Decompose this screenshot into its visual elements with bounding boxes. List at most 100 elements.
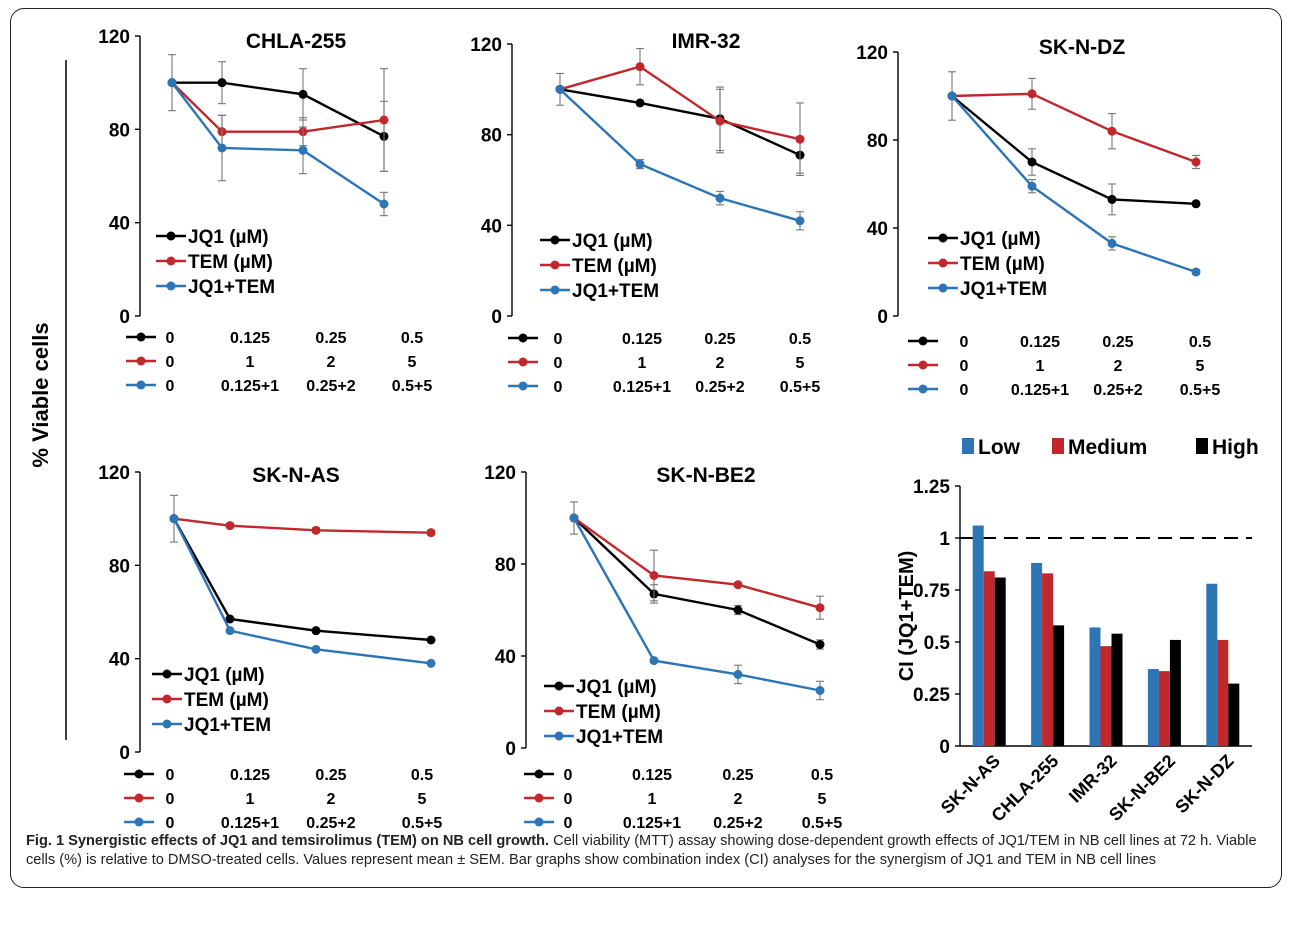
table-row-marker <box>918 384 928 394</box>
series-line <box>559 88 801 157</box>
x-tick-label: 1 <box>246 354 255 371</box>
legend-marker <box>166 281 176 291</box>
x-tick-label: 0.125 <box>632 767 672 784</box>
series-line <box>559 88 801 222</box>
data-point <box>555 84 565 94</box>
y-tick-label: 120 <box>470 35 502 56</box>
x-tick-label: 0.5+5 <box>1180 382 1221 399</box>
legend-swatch <box>1196 438 1208 454</box>
series-line <box>172 518 432 665</box>
x-tick-label: 1 <box>246 791 255 808</box>
data-point <box>733 605 743 615</box>
data-point <box>715 116 725 126</box>
x-tick-label: 0.25+2 <box>306 378 355 395</box>
data-point <box>1191 267 1201 277</box>
x-tick-label: 1 <box>1036 358 1045 375</box>
legend-marker <box>938 233 948 243</box>
series-line <box>172 81 385 138</box>
y-tick-label: 80 <box>109 120 130 141</box>
y-tick-label: 80 <box>495 555 516 576</box>
legend-marker <box>166 256 176 266</box>
chart-title: IMR-32 <box>672 30 741 53</box>
bar <box>972 525 984 746</box>
x-tick-label: 2 <box>327 791 336 808</box>
x-tick-label: 1 <box>638 355 647 372</box>
x-tick-label: 0 <box>166 378 175 395</box>
y-tick-label: 0 <box>491 307 502 328</box>
data-point <box>311 644 321 654</box>
x-tick-label: 0 <box>166 354 175 371</box>
x-tick-label: 0.125+1 <box>623 815 681 832</box>
y-tick-label: 40 <box>495 647 516 668</box>
x-tick-label: 2 <box>734 791 743 808</box>
x-tick-label: 1 <box>648 791 657 808</box>
bar <box>1053 625 1065 746</box>
table-row-marker <box>134 817 144 827</box>
chart-title: SK-N-AS <box>252 464 340 487</box>
y-tick-label: 120 <box>98 27 130 48</box>
legend-label: JQ1 (µM) <box>960 229 1041 250</box>
chart-title: SK-N-BE2 <box>656 464 755 487</box>
y-tick-label: 120 <box>484 463 516 484</box>
legend-label: JQ1+TEM <box>960 279 1047 300</box>
table-row-marker <box>518 381 528 391</box>
legend-label: Medium <box>1068 436 1147 459</box>
y-tick-label: 1.25 <box>913 477 950 498</box>
legend-marker <box>554 681 564 691</box>
bar <box>1147 669 1159 746</box>
data-point <box>1107 126 1117 136</box>
x-tick-label: 0.25 <box>1102 334 1133 351</box>
x-tick-label: SK-N-DZ <box>1171 751 1237 817</box>
figure-caption: Fig. 1 Synergistic effects of JQ1 and te… <box>26 832 1266 870</box>
data-point <box>225 614 235 624</box>
x-tick-label: 0.25+2 <box>306 815 355 832</box>
x-tick-label: 0.5 <box>401 330 423 347</box>
legend-label: JQ1+TEM <box>184 715 271 736</box>
x-tick-label: 0.125 <box>230 330 270 347</box>
series-line <box>173 517 432 534</box>
data-point <box>1027 157 1037 167</box>
legend-label: TEM (µM) <box>572 256 657 277</box>
x-tick-label: 0.5+5 <box>802 815 843 832</box>
bar <box>1089 627 1101 746</box>
x-tick-label: 0 <box>166 330 175 347</box>
x-tick-label: 0 <box>554 379 563 396</box>
table-row-marker <box>134 793 144 803</box>
legend-label: JQ1 (µM) <box>576 677 657 698</box>
data-point <box>217 143 227 153</box>
data-point <box>311 626 321 636</box>
data-point <box>1191 157 1201 167</box>
legend-label: Low <box>978 436 1021 459</box>
data-point <box>569 513 579 523</box>
x-tick-label: 0 <box>564 767 573 784</box>
table-row-marker <box>918 360 928 370</box>
caption-title: Synergistic effects of JQ1 and temsiroli… <box>68 833 550 849</box>
data-point <box>733 580 743 590</box>
legend-marker <box>162 719 172 729</box>
legend-marker <box>938 283 948 293</box>
data-point <box>298 89 308 99</box>
series-line <box>171 81 385 133</box>
y-tick-label: 0.75 <box>913 581 950 602</box>
y-tick-label: 120 <box>98 463 130 484</box>
data-point <box>649 656 659 666</box>
table-row-marker <box>918 336 928 346</box>
bar <box>1206 583 1218 746</box>
y-tick-label: 0 <box>877 307 888 328</box>
bar <box>1042 573 1054 746</box>
x-tick-label: 0.25+2 <box>1093 382 1142 399</box>
x-tick-label: 0.125 <box>1020 334 1060 351</box>
chart-title: SK-N-DZ <box>1039 36 1125 59</box>
data-point <box>298 145 308 155</box>
y-tick-label: 1 <box>939 529 950 550</box>
x-tick-label: 5 <box>796 355 805 372</box>
y-tick-label: 0 <box>939 737 950 758</box>
x-tick-label: 5 <box>1196 358 1205 375</box>
series-line <box>951 92 1197 164</box>
bar <box>1217 639 1229 746</box>
